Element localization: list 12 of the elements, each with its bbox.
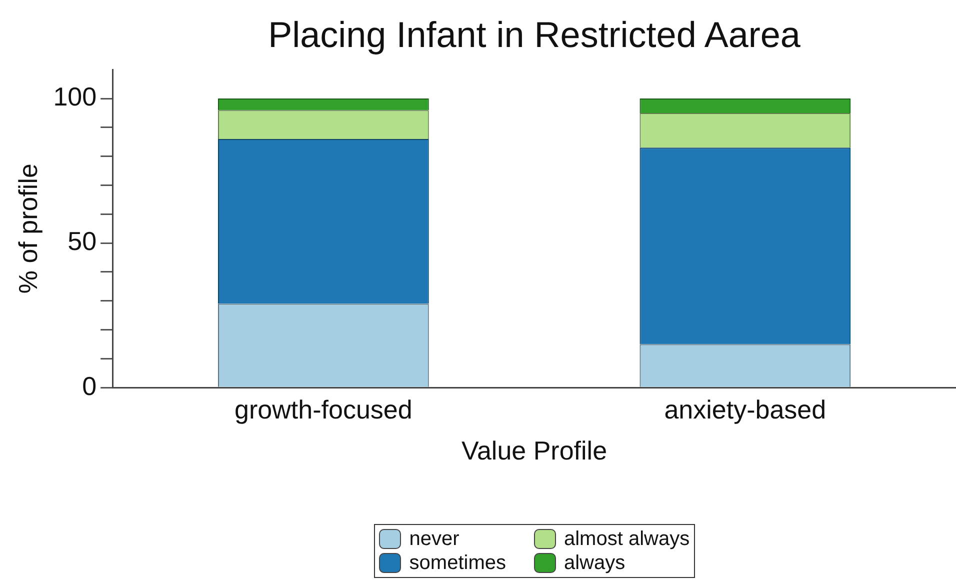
x-tick-label: growth-focused [234, 394, 412, 424]
y-tick-label: 0 [82, 370, 97, 401]
x-tick-label: anxiety-based [664, 394, 826, 424]
chart-title: Placing Infant in Restricted Aarea [267, 14, 802, 56]
legend-label: always [564, 551, 626, 575]
x-axis-title: Value Profile [462, 436, 608, 466]
y-axis-title: % of profile [12, 164, 43, 294]
y-tick-label: 50 [68, 226, 97, 256]
legend-label: sometimes [409, 551, 506, 575]
legend-label: never [409, 527, 460, 551]
legend-label: almost always [564, 527, 690, 551]
y-tick-label: 100 [53, 82, 97, 112]
